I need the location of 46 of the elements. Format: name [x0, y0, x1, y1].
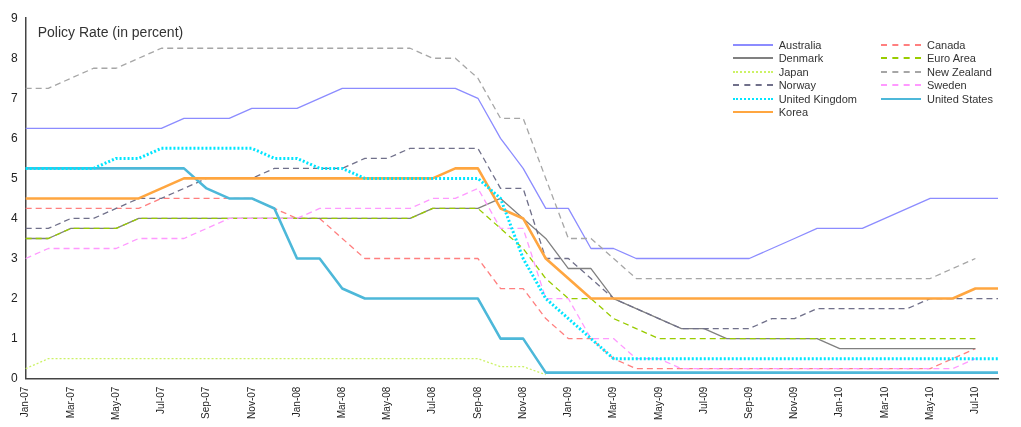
y-tick-label: 3 — [10, 250, 18, 265]
x-tick-label: Jan-07 — [19, 386, 31, 418]
x-tick-label: Jul-09 — [697, 386, 709, 414]
y-tick-label: 6 — [10, 130, 18, 145]
legend-label: New Zealand — [926, 65, 992, 78]
x-tick-label: May-08 — [381, 386, 393, 421]
line-series — [25, 147, 999, 330]
y-tick-label: 4 — [10, 210, 18, 225]
legend-label: United Kingdom — [778, 92, 857, 105]
x-tick-label: Mar-09 — [607, 386, 619, 419]
x-tick-label: Nov-08 — [516, 386, 528, 419]
y-tick-label: 2 — [10, 290, 18, 305]
legend-label: Norway — [778, 79, 816, 92]
x-tick-label: May-10 — [923, 386, 935, 421]
x-tick-label: Mar-10 — [878, 386, 890, 419]
line-series — [25, 357, 547, 376]
y-tick-label: 7 — [10, 90, 18, 105]
legend-label: Sweden — [926, 79, 967, 92]
x-tick-label: Nov-09 — [788, 386, 800, 419]
x-tick-label: May-07 — [109, 386, 121, 421]
text: Policy Rate (in percent) — [37, 24, 184, 41]
x-tick-label: Sep-07 — [200, 386, 212, 419]
y-tick-label: 8 — [10, 50, 18, 65]
legend-label: Australia — [778, 38, 822, 51]
legend-label: Denmark — [778, 52, 824, 65]
x-tick-label: Sep-09 — [743, 386, 755, 419]
y-tick-label: 5 — [10, 170, 18, 185]
y-tick-label: 9 — [10, 10, 18, 25]
x-tick-label: Jan-10 — [833, 386, 845, 418]
x-tick-label: Jul-07 — [155, 386, 167, 414]
x-tick-label: Mar-07 — [64, 386, 76, 419]
legend-label: Korea — [778, 106, 809, 119]
y-tick-label: 0 — [10, 370, 18, 385]
legend-label: United States — [926, 92, 993, 105]
y-tick-label: 1 — [10, 330, 18, 345]
legend-label: Canada — [926, 38, 966, 51]
legend-label: Japan — [778, 65, 809, 78]
x-tick-label: Mar-08 — [336, 386, 347, 419]
x-tick-label: Jan-08 — [290, 386, 302, 418]
x-tick-label: Sep-08 — [471, 386, 483, 419]
x-tick-label: Jan-09 — [562, 386, 574, 418]
x-tick-label: Nov-07 — [245, 386, 257, 419]
legend-label: Euro Area — [926, 52, 976, 65]
x-tick-label: Jul-08 — [426, 386, 438, 414]
x-tick-label: May-09 — [652, 386, 664, 421]
x-tick-label: Jul-10 — [969, 386, 981, 414]
